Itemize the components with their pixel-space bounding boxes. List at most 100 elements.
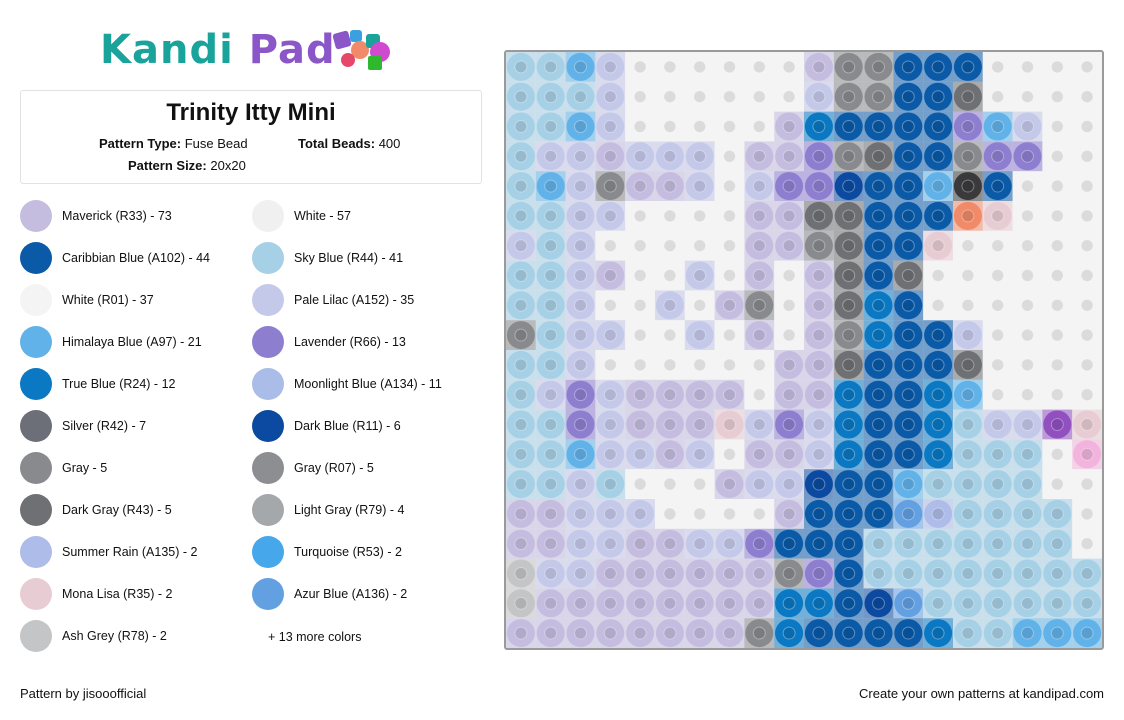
bead (596, 172, 625, 201)
bead-hole (693, 328, 707, 342)
bead-hole (931, 239, 945, 253)
bead (924, 112, 953, 141)
bead-hole (693, 239, 707, 253)
bead (506, 52, 535, 81)
bead (506, 619, 535, 648)
bead (924, 291, 953, 320)
bead-hole (663, 209, 677, 223)
bead (1013, 529, 1042, 558)
bead-hole (1021, 537, 1034, 551)
bead (924, 380, 953, 409)
more-colors-link[interactable]: + 13 more colors (268, 630, 362, 644)
bead-pattern-board[interactable] (504, 50, 1104, 650)
bead-hole (931, 388, 945, 402)
bead (1013, 559, 1042, 588)
bead-hole (514, 596, 528, 610)
bead-hole (514, 537, 528, 551)
bead (804, 321, 833, 350)
bead (804, 142, 833, 171)
pattern-size: Pattern Size: 20x20 (128, 158, 246, 173)
bead (894, 589, 923, 618)
kandipad-logo[interactable]: Kandi Pad (100, 26, 410, 76)
bead-hole (663, 507, 677, 521)
bead-hole (514, 447, 528, 461)
bead (506, 589, 535, 618)
bead (596, 321, 625, 350)
legend-label: Azur Blue (A136) - 2 (294, 587, 408, 601)
bead (596, 52, 625, 81)
bead-hole (723, 626, 736, 640)
bead (506, 231, 535, 260)
legend-item: White - 57 (252, 200, 351, 232)
bead (775, 380, 804, 409)
bead (626, 112, 655, 141)
bead-hole (901, 328, 915, 342)
bead (953, 529, 982, 558)
legend-item: White (R01) - 37 (20, 284, 154, 316)
legend-label: Mona Lisa (R35) - 2 (62, 587, 173, 601)
bead-hole (872, 596, 885, 610)
bead-hole (812, 60, 826, 74)
bead-hole (842, 388, 856, 402)
bead (983, 82, 1012, 111)
bead-hole (752, 179, 766, 193)
bead-hole (693, 269, 707, 282)
bead (894, 142, 923, 171)
bead-hole (842, 90, 856, 104)
bead (924, 261, 953, 290)
legend-item: Mona Lisa (R35) - 2 (20, 578, 172, 610)
bead (834, 440, 863, 469)
bead-hole (633, 447, 647, 461)
bead (924, 201, 953, 230)
bead-hole (812, 626, 826, 640)
bead (953, 82, 982, 111)
bead-hole (812, 120, 826, 133)
create-patterns-link[interactable]: Create your own patterns at kandipad.com (859, 686, 1104, 701)
legend-item: Maverick (R33) - 73 (20, 200, 172, 232)
bead-hole (931, 626, 945, 640)
bead-hole (1050, 358, 1064, 372)
bead-hole (514, 507, 528, 521)
bead-hole (931, 447, 945, 461)
bead (804, 112, 833, 141)
bead (1073, 82, 1102, 111)
bead-hole (782, 358, 796, 372)
bead (775, 291, 804, 320)
bead (804, 172, 833, 201)
bead-hole (782, 120, 796, 133)
legend-item: Gray - 5 (20, 452, 107, 484)
bead-hole (1021, 269, 1034, 282)
bead (1073, 529, 1102, 558)
bead (745, 112, 774, 141)
bead-hole (961, 388, 975, 402)
bead-hole (1050, 269, 1064, 282)
bead-hole (961, 626, 975, 640)
legend-item: Light Gray (R79) - 4 (252, 494, 404, 526)
bead (924, 52, 953, 81)
bead-hole (1021, 477, 1034, 491)
bead-hole (663, 328, 677, 342)
bead-hole (544, 60, 558, 74)
bead (804, 52, 833, 81)
bead-hole (1080, 358, 1094, 372)
bead-hole (901, 567, 915, 580)
bead (566, 291, 595, 320)
bead-hole (782, 477, 796, 491)
bead (1043, 231, 1072, 260)
bead (685, 261, 714, 290)
bead-hole (574, 298, 587, 312)
bead (864, 380, 893, 409)
bead (834, 231, 863, 260)
bead-hole (931, 149, 945, 163)
bead (775, 559, 804, 588)
bead-hole (1080, 328, 1094, 342)
bead-hole (782, 90, 796, 104)
bead (536, 380, 565, 409)
bead (536, 142, 565, 171)
bead-hole (574, 239, 587, 253)
bead-hole (544, 388, 558, 402)
bead-hole (872, 269, 885, 282)
bead-hole (782, 298, 796, 312)
bead-hole (723, 60, 736, 74)
bead-hole (633, 149, 647, 163)
